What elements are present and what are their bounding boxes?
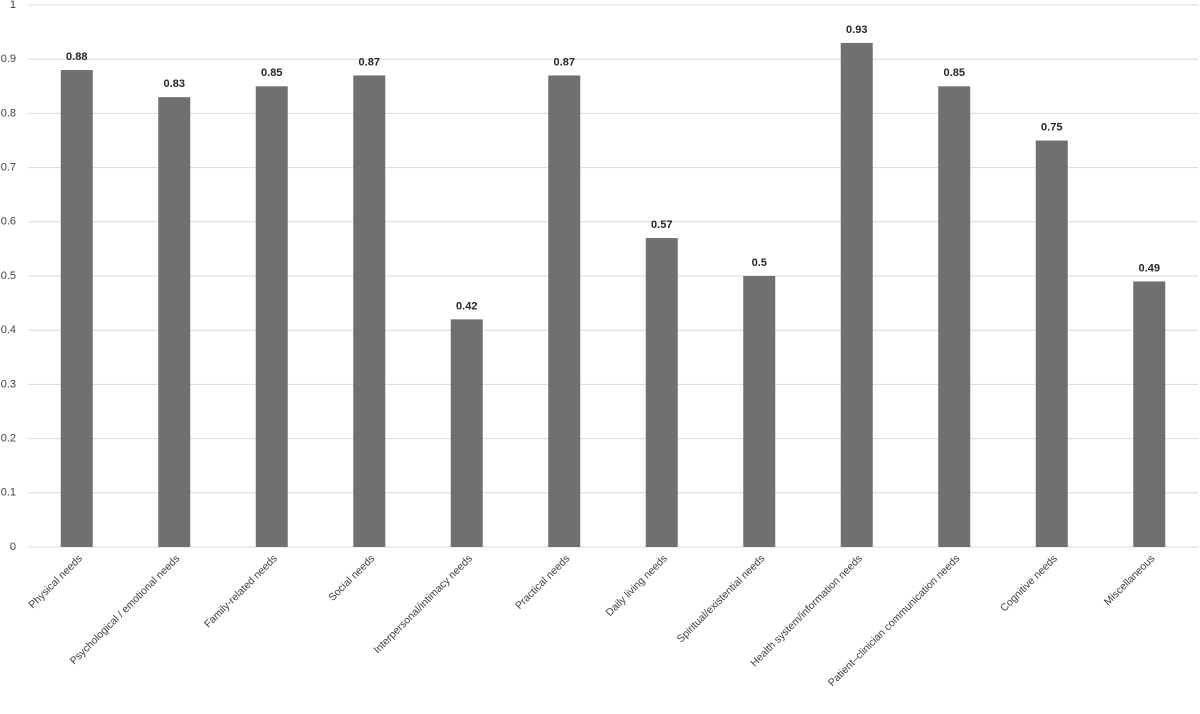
- data-label: 0.87: [359, 56, 380, 68]
- data-label: 0.5: [752, 257, 767, 269]
- y-tick-label: 0.7: [1, 162, 16, 174]
- x-tick-label: Daily living needs: [604, 553, 670, 619]
- x-tick-label: Spiritual/existential needs: [675, 553, 768, 646]
- y-tick-label: 0.2: [1, 433, 16, 445]
- data-label: 0.85: [944, 67, 965, 79]
- bar: [1133, 281, 1166, 547]
- y-tick-label: 0.5: [1, 270, 16, 282]
- y-tick-label: 0: [10, 541, 16, 553]
- bar: [743, 276, 776, 547]
- bar: [1035, 140, 1068, 547]
- bar: [645, 238, 678, 547]
- y-tick-label: 0.1: [1, 487, 16, 499]
- bar: [255, 86, 288, 548]
- data-label: 0.93: [846, 24, 867, 36]
- y-tick-label: 0.8: [1, 107, 16, 119]
- bar: [938, 86, 971, 548]
- y-tick-label: 1: [10, 0, 16, 11]
- x-tick-label: Social needs: [326, 553, 377, 604]
- x-tick-label: Cognitive needs: [998, 553, 1060, 615]
- y-tick-label: 0.6: [1, 216, 16, 228]
- data-label: 0.87: [554, 56, 575, 68]
- x-tick-label: Physical needs: [26, 553, 84, 611]
- y-tick-label: 0.4: [1, 324, 16, 336]
- bar: [158, 97, 191, 547]
- data-label: 0.49: [1139, 262, 1160, 274]
- data-label: 0.83: [164, 78, 185, 90]
- x-tick-label: Interpersonal/intimacy needs: [371, 553, 474, 656]
- x-tick-label: Health system/information needs: [748, 553, 865, 670]
- data-label: 0.42: [456, 300, 477, 312]
- x-tick-label: Miscellaneous: [1102, 553, 1158, 609]
- bar: [840, 42, 873, 547]
- data-label: 0.85: [261, 67, 282, 79]
- data-label: 0.57: [651, 219, 672, 231]
- x-tick-label: Psychological / emotional needs: [68, 553, 183, 668]
- x-tick-label: Practical needs: [513, 553, 572, 612]
- x-tick-label: Family-related needs: [202, 553, 280, 631]
- bar: [450, 319, 483, 547]
- bar: [353, 75, 386, 548]
- y-tick-label: 0.3: [1, 378, 16, 390]
- data-label: 0.75: [1041, 121, 1062, 133]
- y-tick-label: 0.9: [1, 53, 16, 65]
- data-label: 0.88: [66, 51, 87, 63]
- bar: [60, 70, 93, 547]
- bar: [548, 75, 581, 548]
